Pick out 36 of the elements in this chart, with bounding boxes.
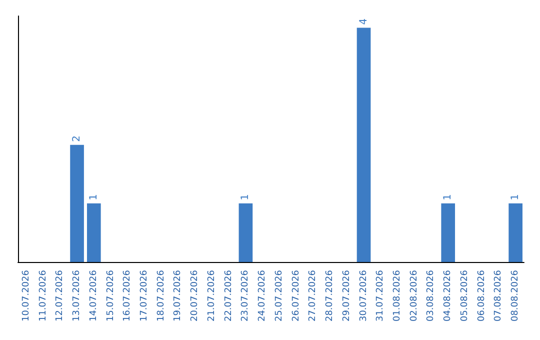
x-tick-label: 31.07.2026 xyxy=(376,270,386,322)
x-tick-label: 15.07.2026 xyxy=(106,270,116,322)
x-tick-label: 06.08.2026 xyxy=(476,270,487,322)
data-label: 1 xyxy=(510,194,522,200)
x-tick-label: 23.07.2026 xyxy=(240,270,251,322)
x-tick-label: 26.07.2026 xyxy=(291,270,302,322)
x-tick-label: 01.08.2026 xyxy=(392,270,402,322)
x-tick-label: 14.07.2026 xyxy=(88,270,99,322)
x-tick-label: 13.07.2026 xyxy=(72,270,82,322)
x-tick-label: 16.07.2026 xyxy=(122,270,133,322)
x-tick-label: 03.08.2026 xyxy=(426,270,436,322)
data-label: 1 xyxy=(88,194,100,200)
x-tick-label: 19.07.2026 xyxy=(173,270,184,322)
x-tick-label: 28.07.2026 xyxy=(325,270,336,322)
x-tick-label: 25.07.2026 xyxy=(274,270,284,322)
x-tick-label: 12.07.2026 xyxy=(55,270,66,322)
x-tick-label: 10.07.2026 xyxy=(21,270,32,322)
data-label: 2 xyxy=(72,135,83,142)
x-tick-label: 21.07.2026 xyxy=(206,270,217,322)
x-tick-label: 29.07.2026 xyxy=(342,270,352,322)
x-tick-label: 20.07.2026 xyxy=(190,270,200,322)
x-tick-label: 18.07.2026 xyxy=(156,270,166,322)
x-tick-label: 24.07.2026 xyxy=(258,270,268,322)
x-tick-label: 07.08.2026 xyxy=(494,270,504,322)
x-tick-label: 04.08.2026 xyxy=(443,270,454,322)
data-label: 1 xyxy=(240,194,252,200)
data-label: 1 xyxy=(442,194,454,200)
x-tick-label: 30.07.2026 xyxy=(358,270,369,322)
x-tick-label: 17.07.2026 xyxy=(140,270,150,322)
data-label: 4 xyxy=(358,18,370,25)
x-tick-label: 02.08.2026 xyxy=(409,270,420,322)
x-tick-label: 05.08.2026 xyxy=(460,270,470,322)
x-tick-label: 11.07.2026 xyxy=(38,270,48,322)
x-tick-label: 08.08.2026 xyxy=(510,270,521,322)
x-tick-label: 27.07.2026 xyxy=(308,270,318,322)
x-tick-label: 22.07.2026 xyxy=(224,270,234,322)
